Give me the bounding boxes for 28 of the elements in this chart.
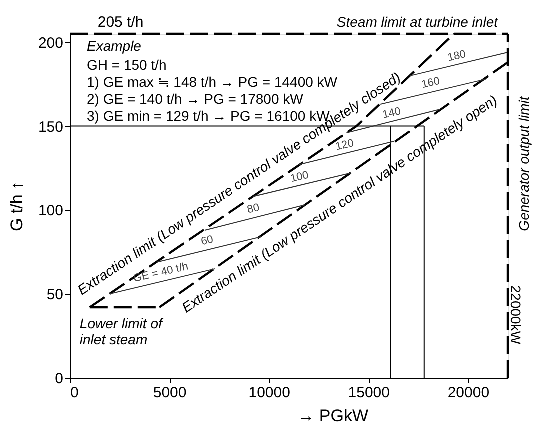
annotation: 140: [382, 106, 402, 122]
annotation: 60: [200, 234, 215, 248]
annotation: Example: [87, 38, 142, 54]
x-tick-label: 10000: [248, 384, 290, 402]
y-axis-title: G t/h ↑: [7, 181, 26, 232]
annotation: 2) GE = 140 t/h → PG = 17800 kW: [87, 91, 304, 107]
y-tick-label: 0: [55, 370, 64, 388]
annotation: 160: [420, 75, 442, 92]
x-tick-label: 0: [70, 384, 79, 402]
annotation: GH = 150 t/h: [87, 57, 167, 73]
y-tick-label: 100: [38, 202, 64, 220]
annotation: GE = 40 t/h: [132, 260, 190, 286]
annotation: 100: [289, 169, 310, 186]
x-tick-label: 20000: [448, 384, 490, 402]
ref-line-label: Steam limit at turbine inlet: [336, 14, 500, 30]
annotation: 205 t/h: [98, 14, 144, 31]
annotation: 1) GE max ≒ 148 t/h → PG = 14400 kW: [87, 74, 338, 90]
y-tick-label: 150: [38, 118, 64, 136]
annotation: 22000kW: [508, 285, 524, 346]
annotation: Lower limit of inlet steam: [80, 316, 164, 348]
annotation: 180: [446, 48, 468, 64]
ref-line-label: Generator output limit: [516, 96, 532, 232]
annotation: 80: [246, 202, 261, 216]
x-tick-label: 5000: [153, 384, 187, 402]
y-tick-label: 200: [38, 34, 64, 52]
x-tick-label: 15000: [348, 384, 390, 402]
y-tick-label: 50: [46, 286, 64, 304]
x-axis-title: → PGkW: [298, 406, 368, 426]
